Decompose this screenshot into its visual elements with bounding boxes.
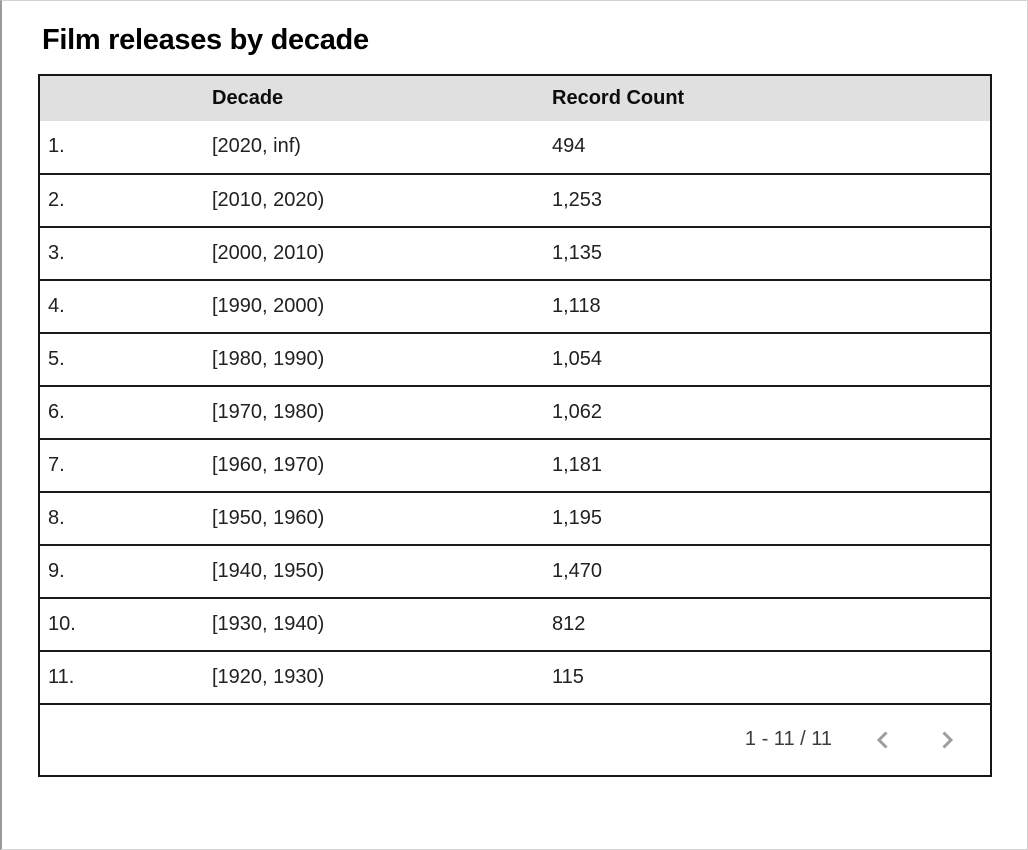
prev-page-button[interactable] — [870, 727, 896, 753]
record-count-cell: 1,054 — [544, 331, 991, 386]
table-row: 11. [1920, 1930) 115 — [39, 649, 991, 704]
row-number-cell: 8. — [39, 490, 204, 545]
chart-title: Film releases by decade — [42, 24, 369, 56]
decade-cell: [1960, 1970) — [204, 437, 544, 492]
row-number-cell: 11. — [39, 649, 204, 704]
row-number-cell: 7. — [39, 437, 204, 492]
decade-cell: [2000, 2010) — [204, 225, 544, 280]
row-number-cell: 5. — [39, 331, 204, 386]
record-count-cell: 1,470 — [544, 543, 991, 598]
decade-cell: [1930, 1940) — [204, 596, 544, 651]
record-count-cell: 1,135 — [544, 225, 991, 280]
table-footer: 1 - 11 / 11 — [39, 702, 991, 776]
chevron-right-icon — [935, 728, 959, 752]
record-count-cell: 1,062 — [544, 384, 991, 439]
record-count-cell: 115 — [544, 649, 991, 704]
record-count-cell: 1,195 — [544, 490, 991, 545]
table-header: Decade Record Count — [39, 74, 991, 121]
row-number-cell: 3. — [39, 225, 204, 280]
pagination-row: 1 - 11 / 11 — [39, 702, 991, 776]
pagination-range: 1 - 11 / 11 — [744, 728, 832, 751]
row-number-cell: 10. — [39, 596, 204, 651]
table-row: 3. [2000, 2010) 1,135 — [39, 225, 991, 280]
row-number-cell: 4. — [39, 278, 204, 333]
record-count-cell: 812 — [544, 596, 991, 651]
table-row: 1. [2020, inf) 494 — [39, 120, 991, 174]
decade-cell: [1980, 1990) — [204, 331, 544, 386]
table-row: 9. [1940, 1950) 1,470 — [39, 543, 991, 598]
decade-cell: [1950, 1960) — [204, 490, 544, 545]
table-row: 7. [1960, 1970) 1,181 — [39, 437, 991, 492]
table-row: 8. [1950, 1960) 1,195 — [39, 490, 991, 545]
column-header-decade[interactable]: Decade — [204, 74, 544, 121]
decade-cell: [1970, 1980) — [204, 384, 544, 439]
table-row: 4. [1990, 2000) 1,118 — [39, 278, 991, 333]
data-table: Decade Record Count 1. [2020, inf) 494 2… — [38, 73, 992, 777]
next-page-button[interactable] — [934, 727, 960, 753]
record-count-cell: 1,118 — [544, 278, 991, 333]
table-body: 1. [2020, inf) 494 2. [2010, 2020) 1,253… — [39, 120, 991, 704]
record-count-cell: 494 — [544, 120, 991, 174]
row-number-cell: 2. — [39, 172, 204, 227]
decade-cell: [1990, 2000) — [204, 278, 544, 333]
chevron-left-icon — [871, 728, 895, 752]
record-count-cell: 1,253 — [544, 172, 991, 227]
decade-cell: [2010, 2020) — [204, 172, 544, 227]
row-number-cell: 6. — [39, 384, 204, 439]
column-header-row-number — [39, 74, 204, 121]
table-row: 2. [2010, 2020) 1,253 — [39, 172, 991, 227]
record-count-cell: 1,181 — [544, 437, 991, 492]
table-row: 10. [1930, 1940) 812 — [39, 596, 991, 651]
decade-cell: [1920, 1930) — [204, 649, 544, 704]
pagination-bar: 1 - 11 / 11 — [40, 727, 990, 753]
table-row: 6. [1970, 1980) 1,062 — [39, 384, 991, 439]
decade-cell: [2020, inf) — [204, 120, 544, 174]
table-row: 5. [1980, 1990) 1,054 — [39, 331, 991, 386]
row-number-cell: 1. — [39, 120, 204, 174]
column-header-record-count[interactable]: Record Count — [544, 74, 991, 121]
header-row: Decade Record Count — [39, 74, 991, 121]
decade-cell: [1940, 1950) — [204, 543, 544, 598]
row-number-cell: 9. — [39, 543, 204, 598]
